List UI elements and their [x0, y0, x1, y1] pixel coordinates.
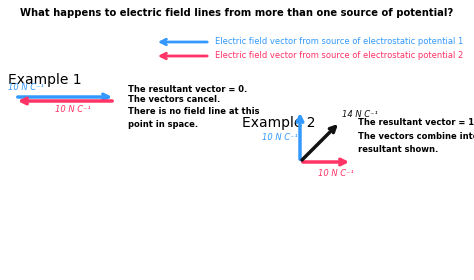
Text: 14 N C⁻¹: 14 N C⁻¹ [342, 110, 378, 119]
Text: 10 N C⁻¹: 10 N C⁻¹ [262, 132, 298, 141]
Text: Example 2: Example 2 [242, 116, 316, 130]
Text: What happens to electric field lines from more than one source of potential?: What happens to electric field lines fro… [20, 8, 454, 18]
Text: The vectors cancel.
There is no field line at this
point in space.: The vectors cancel. There is no field li… [128, 95, 259, 129]
Text: Electric field vector from source of electrostatic potential 1: Electric field vector from source of ele… [215, 38, 463, 46]
Text: 10 N C⁻¹: 10 N C⁻¹ [55, 104, 91, 113]
Text: The resultant vector = 0.: The resultant vector = 0. [128, 85, 247, 94]
Text: Electric field vector from source of electrostatic potential 2: Electric field vector from source of ele… [215, 52, 463, 60]
Text: The resultant vector = 14 N C⁻¹.: The resultant vector = 14 N C⁻¹. [358, 118, 474, 127]
Text: Example 1: Example 1 [8, 73, 82, 87]
Text: 10 N C⁻¹: 10 N C⁻¹ [318, 169, 354, 178]
Text: The vectors combine into the
resultant shown.: The vectors combine into the resultant s… [358, 132, 474, 153]
Text: 10 N C⁻¹: 10 N C⁻¹ [8, 83, 44, 92]
